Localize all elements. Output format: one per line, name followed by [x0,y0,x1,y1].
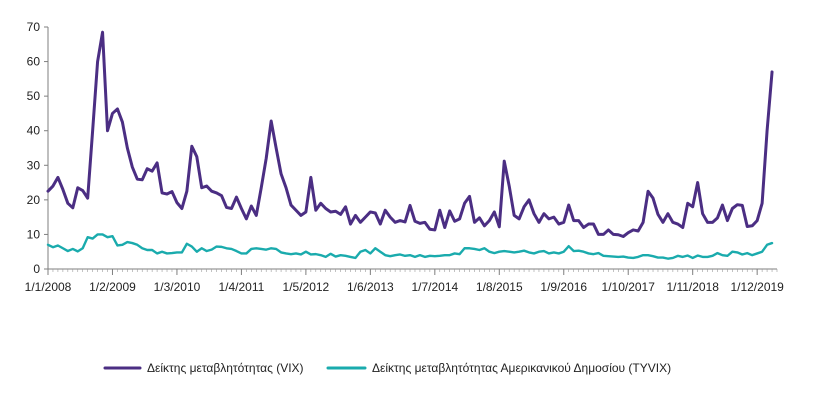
y-tick-label: 0 [33,262,40,276]
legend: Δείκτης μεταβλητότητας (VIX) Δείκτης μετα… [103,361,671,375]
y-tick-label: 50 [27,89,41,103]
x-tick-label: 1/2/2009 [89,280,136,294]
x-tick-label: 1/10/2017 [602,280,656,294]
y-tick-label: 30 [27,158,41,172]
series-layer [46,30,774,260]
y-axis: 0 10 20 30 40 50 60 70 [27,20,49,276]
y-tick-label: 10 [27,227,41,241]
x-tick-label: 1/7/2014 [411,280,458,294]
y-tick-label: 60 [27,55,41,69]
y-tick-label: 70 [27,20,41,34]
x-axis: 1/1/2008 1/2/2009 1/3/2010 1/4/2011 1/5/2012… [25,268,784,294]
x-tick-label: 1/5/2012 [283,280,330,294]
x-tick-label: 1/8/2015 [476,280,523,294]
y-tick-label: 40 [27,124,41,138]
x-tick-label: 1/6/2013 [347,280,394,294]
y-tick-label: 20 [27,193,41,207]
x-tick-label: 1/3/2010 [154,280,201,294]
x-tick-label: 1/9/2016 [540,280,587,294]
x-tick-label: 1/4/2011 [218,280,264,294]
vix-series-line [46,30,774,238]
x-tick-label: 1/12/2019 [730,280,784,294]
x-tick-label: 1/1/2008 [25,280,72,294]
legend-label: Δείκτης μεταβλητότητας Αμερικανικού Δημο… [372,361,671,375]
legend-label: Δείκτης μεταβλητότητας (VIX) [147,361,304,375]
tyvix-series-line [46,233,774,260]
x-tick-label: 1/11/2018 [666,280,719,294]
